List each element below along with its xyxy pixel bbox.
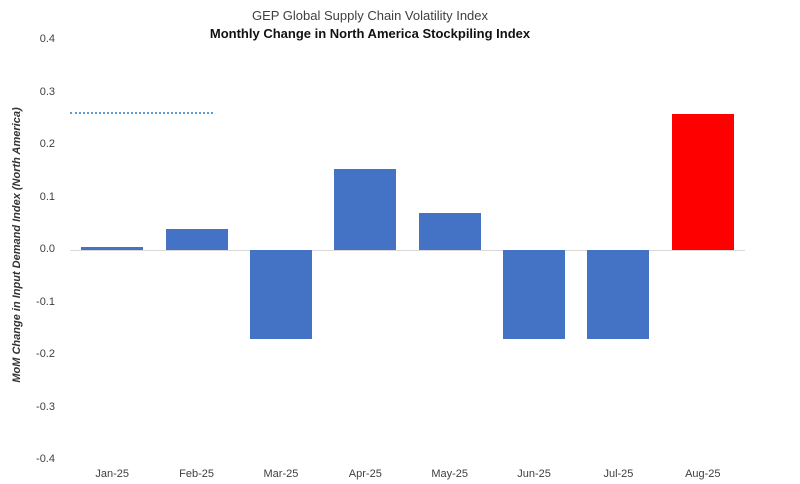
x-tick-label: Jun-25 [517,468,551,480]
chart-header: GEP Global Supply Chain Volatility Index… [0,8,740,41]
y-tick-label: -0.4 [36,453,55,465]
bar-Jun-25 [503,250,566,340]
x-tick-label: Apr-25 [348,468,382,480]
y-tick-label: -0.1 [36,295,55,308]
y-tick-label: 0.0 [39,243,55,255]
bar-Mar-25 [249,250,312,340]
y-tick-label: 0.4 [39,33,55,45]
bar-Feb-25 [165,229,228,250]
plot-area [70,40,745,460]
x-tick-label: Jul-25 [603,468,634,480]
x-tick-label: Aug-25 [685,468,721,480]
bar-Aug-25 [671,113,734,250]
y-tick-label: -0.3 [36,400,55,413]
y-tick-label: 0.1 [39,190,55,203]
x-axis-zero-line [70,250,745,251]
chart-subtitle: Monthly Change in North America Stockpil… [209,26,531,41]
bar-Apr-25 [334,168,397,250]
x-tick-label: Jan-25 [95,468,129,480]
y-tick-label: 0.3 [39,85,55,98]
y-tick-label: 0.2 [39,138,55,150]
bar-Jul-25 [587,250,650,340]
reference-dotted-line [70,111,214,114]
chart-title: GEP Global Supply Chain Volatility Index [251,8,489,23]
y-tick-label: -0.2 [36,348,55,360]
x-tick-label: May-25 [431,468,469,480]
bar-Jan-25 [81,247,144,250]
x-tick-label: Feb-25 [179,468,214,480]
x-tick-label: Mar-25 [263,468,299,480]
bar-May-25 [418,213,481,250]
